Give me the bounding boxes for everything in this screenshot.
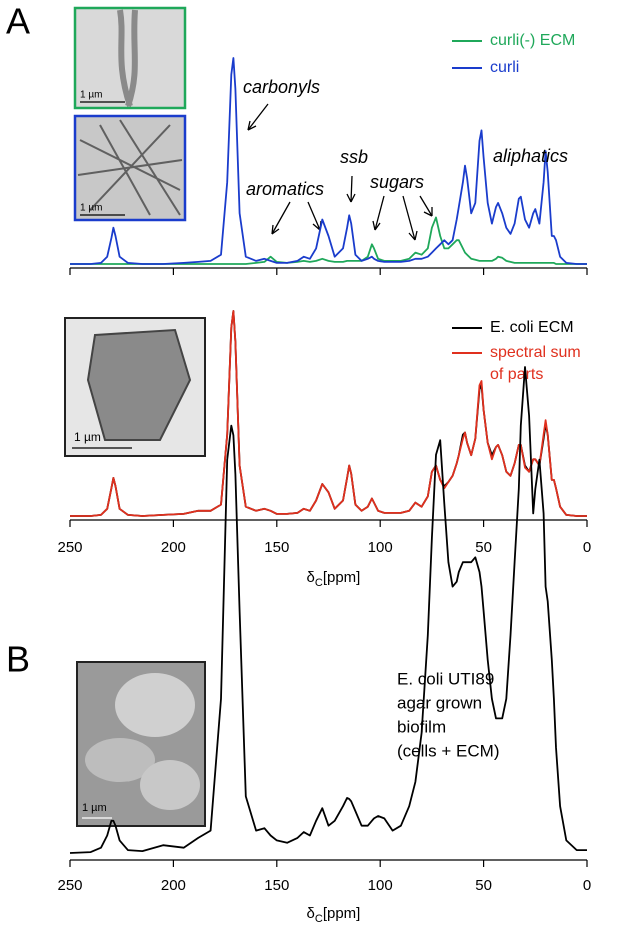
x-tick-label: 100 — [368, 877, 393, 894]
x-tick-label: 100 — [368, 539, 393, 556]
x-tick-label: 150 — [264, 539, 289, 556]
x-axis-label-part: C — [315, 913, 323, 925]
panel-annotation: (cells + ECM) — [397, 741, 499, 760]
legend-line: of parts — [490, 366, 543, 383]
spectrum-line — [70, 216, 587, 265]
annotation: sugars — [370, 172, 424, 192]
x-tick-label: 200 — [161, 877, 186, 894]
spectrum-line — [70, 57, 587, 265]
x-tick-label: 200 — [161, 539, 186, 556]
inset: 1 µm — [73, 114, 187, 222]
x-axis-label: δC[ppm] — [307, 569, 361, 589]
panel-label: B — [6, 639, 30, 680]
x-axis-label-part: [ppm] — [323, 569, 361, 586]
inset: 1 µm — [76, 661, 206, 827]
scale-bar-label: 1 µm — [80, 90, 102, 101]
x-tick-label: 150 — [264, 877, 289, 894]
legend-line: spectral sum — [490, 344, 585, 361]
legend-label: curli(-) ECM — [490, 32, 575, 49]
x-axis-label-part: C — [315, 577, 323, 589]
x-axis-label-part: δ — [307, 569, 315, 586]
x-tick-label: 50 — [475, 877, 492, 894]
panel-annotation: E. coli UTI89 — [397, 669, 494, 688]
annotation: carbonyls — [243, 77, 320, 97]
x-tick-label: 50 — [475, 539, 492, 556]
annotation: ssb — [340, 147, 368, 167]
scale-bar-label: 1 µm — [82, 802, 107, 814]
panel-annotation: agar grown — [397, 693, 482, 712]
spectrum-line — [69, 366, 587, 854]
annotation: aliphatics — [493, 146, 568, 166]
panel-annotation: biofilm — [397, 717, 446, 736]
panel-label: A — [6, 1, 30, 42]
x-tick-label: 250 — [57, 877, 82, 894]
x-axis-label: δC[ppm] — [307, 905, 361, 925]
inset: 1 µm — [64, 317, 206, 457]
annotation: aromatics — [246, 179, 324, 199]
scale-bar-label: 1 µm — [80, 203, 102, 214]
inset: 1 µm — [73, 6, 187, 110]
x-tick-label: 0 — [583, 539, 591, 556]
x-axis-label-part: δ — [307, 905, 315, 922]
scale-bar-label: 1 µm — [74, 430, 101, 444]
x-tick-label: 250 — [57, 539, 82, 556]
legend-label: spectral sum of parts — [490, 344, 585, 383]
x-tick-label: 0 — [583, 877, 591, 894]
legend-label: E. coli ECM — [490, 319, 574, 336]
legend-label: curli — [490, 59, 519, 76]
arrows — [247, 103, 433, 241]
x-axis-label-part: [ppm] — [323, 905, 361, 922]
